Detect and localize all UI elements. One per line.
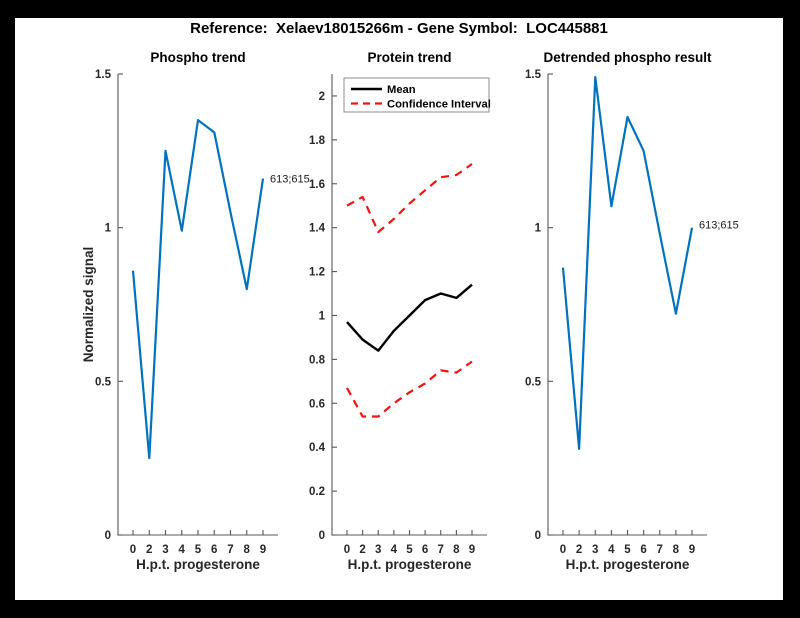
- series-line: [346, 163, 473, 234]
- x-tick-label: 7: [438, 544, 444, 556]
- y-tick-label: 0.4: [309, 442, 326, 454]
- legend-label: Mean: [387, 84, 416, 96]
- x-tick-label: 8: [244, 544, 251, 556]
- series-line: [131, 118, 265, 460]
- y-axis-ticks: 0 0.5 1 1.5: [95, 69, 123, 542]
- legend-label: Confidence Interval: [387, 99, 491, 111]
- subplot-title: Protein trend: [367, 50, 451, 65]
- x-tick-label: 6: [640, 544, 646, 556]
- x-axis-label: H.p.t. progesterone: [136, 557, 260, 572]
- x-tick-label: 9: [260, 544, 266, 556]
- y-tick-label: 2: [319, 91, 325, 103]
- x-tick-label: 5: [195, 544, 202, 556]
- figure-title: Reference: Xelaev18015266m - Gene Symbol…: [190, 20, 608, 37]
- y-tick-label: 1.8: [309, 135, 326, 147]
- y-tick-label: 1: [319, 310, 326, 322]
- y-tick-label: 0: [319, 530, 325, 542]
- y-tick-label: 1.5: [95, 69, 112, 81]
- series-line: [561, 75, 694, 450]
- x-axis-label: H.p.t. progesterone: [566, 557, 690, 572]
- y-tick-label: 1: [535, 223, 542, 235]
- x-tick-label: 6: [422, 544, 428, 556]
- x-tick-label: 0: [560, 544, 566, 556]
- subplot-title: Detrended phospho result: [543, 50, 712, 65]
- series-line: [346, 360, 473, 418]
- x-tick-label: 0: [344, 544, 350, 556]
- axes: [547, 74, 707, 536]
- subplot-title: Phospho trend: [150, 50, 245, 65]
- y-tick-label: 0: [105, 530, 111, 542]
- x-tick-label: 7: [227, 544, 233, 556]
- x-tick-label: 3: [162, 544, 168, 556]
- x-tick-label: 2: [576, 544, 582, 556]
- x-tick-label: 3: [592, 544, 598, 556]
- x-tick-label: 2: [146, 544, 152, 556]
- y-tick-label: 1.2: [309, 267, 325, 279]
- x-tick-label: 7: [657, 544, 663, 556]
- y-tick-label: 1.4: [309, 223, 326, 235]
- x-tick-label: 3: [375, 544, 381, 556]
- x-axis-label: H.p.t. progesterone: [348, 557, 472, 572]
- y-tick-label: 0.5: [525, 376, 542, 388]
- x-tick-label: 5: [406, 544, 413, 556]
- y-tick-label: 1.6: [309, 179, 325, 191]
- x-tick-label: 6: [211, 544, 217, 556]
- x-tick-label: 8: [673, 544, 680, 556]
- y-tick-label: 0.6: [309, 398, 325, 410]
- series-annotation: 613;615: [270, 173, 310, 185]
- y-axis-ticks: 0 0.2 0.4 0.6 0.8 1 1.2 1.4 1.6 1.8 2: [309, 91, 337, 542]
- legend: Mean Confidence Interval: [343, 77, 491, 113]
- x-tick-label: 4: [608, 544, 615, 556]
- series-line: [346, 283, 473, 352]
- y-axis-ticks: 0 0.5 1 1.5: [525, 69, 553, 542]
- series-annotation: 613;615: [699, 220, 739, 232]
- x-tick-label: 8: [453, 544, 460, 556]
- x-tick-label: 9: [689, 544, 695, 556]
- y-axis-label: Normalized signal: [81, 247, 96, 363]
- y-tick-label: 0: [535, 530, 541, 542]
- y-tick-label: 1: [105, 223, 112, 235]
- y-tick-label: 1.5: [525, 69, 542, 81]
- y-tick-label: 0.2: [309, 486, 325, 498]
- figure-canvas: [15, 18, 783, 600]
- x-tick-label: 4: [391, 544, 398, 556]
- x-tick-label: 5: [624, 544, 631, 556]
- x-tick-label: 2: [359, 544, 365, 556]
- x-tick-label: 9: [469, 544, 475, 556]
- y-tick-label: 0.5: [95, 376, 112, 388]
- x-tick-label: 4: [179, 544, 186, 556]
- y-tick-label: 0.8: [309, 354, 326, 366]
- x-tick-label: 0: [130, 544, 136, 556]
